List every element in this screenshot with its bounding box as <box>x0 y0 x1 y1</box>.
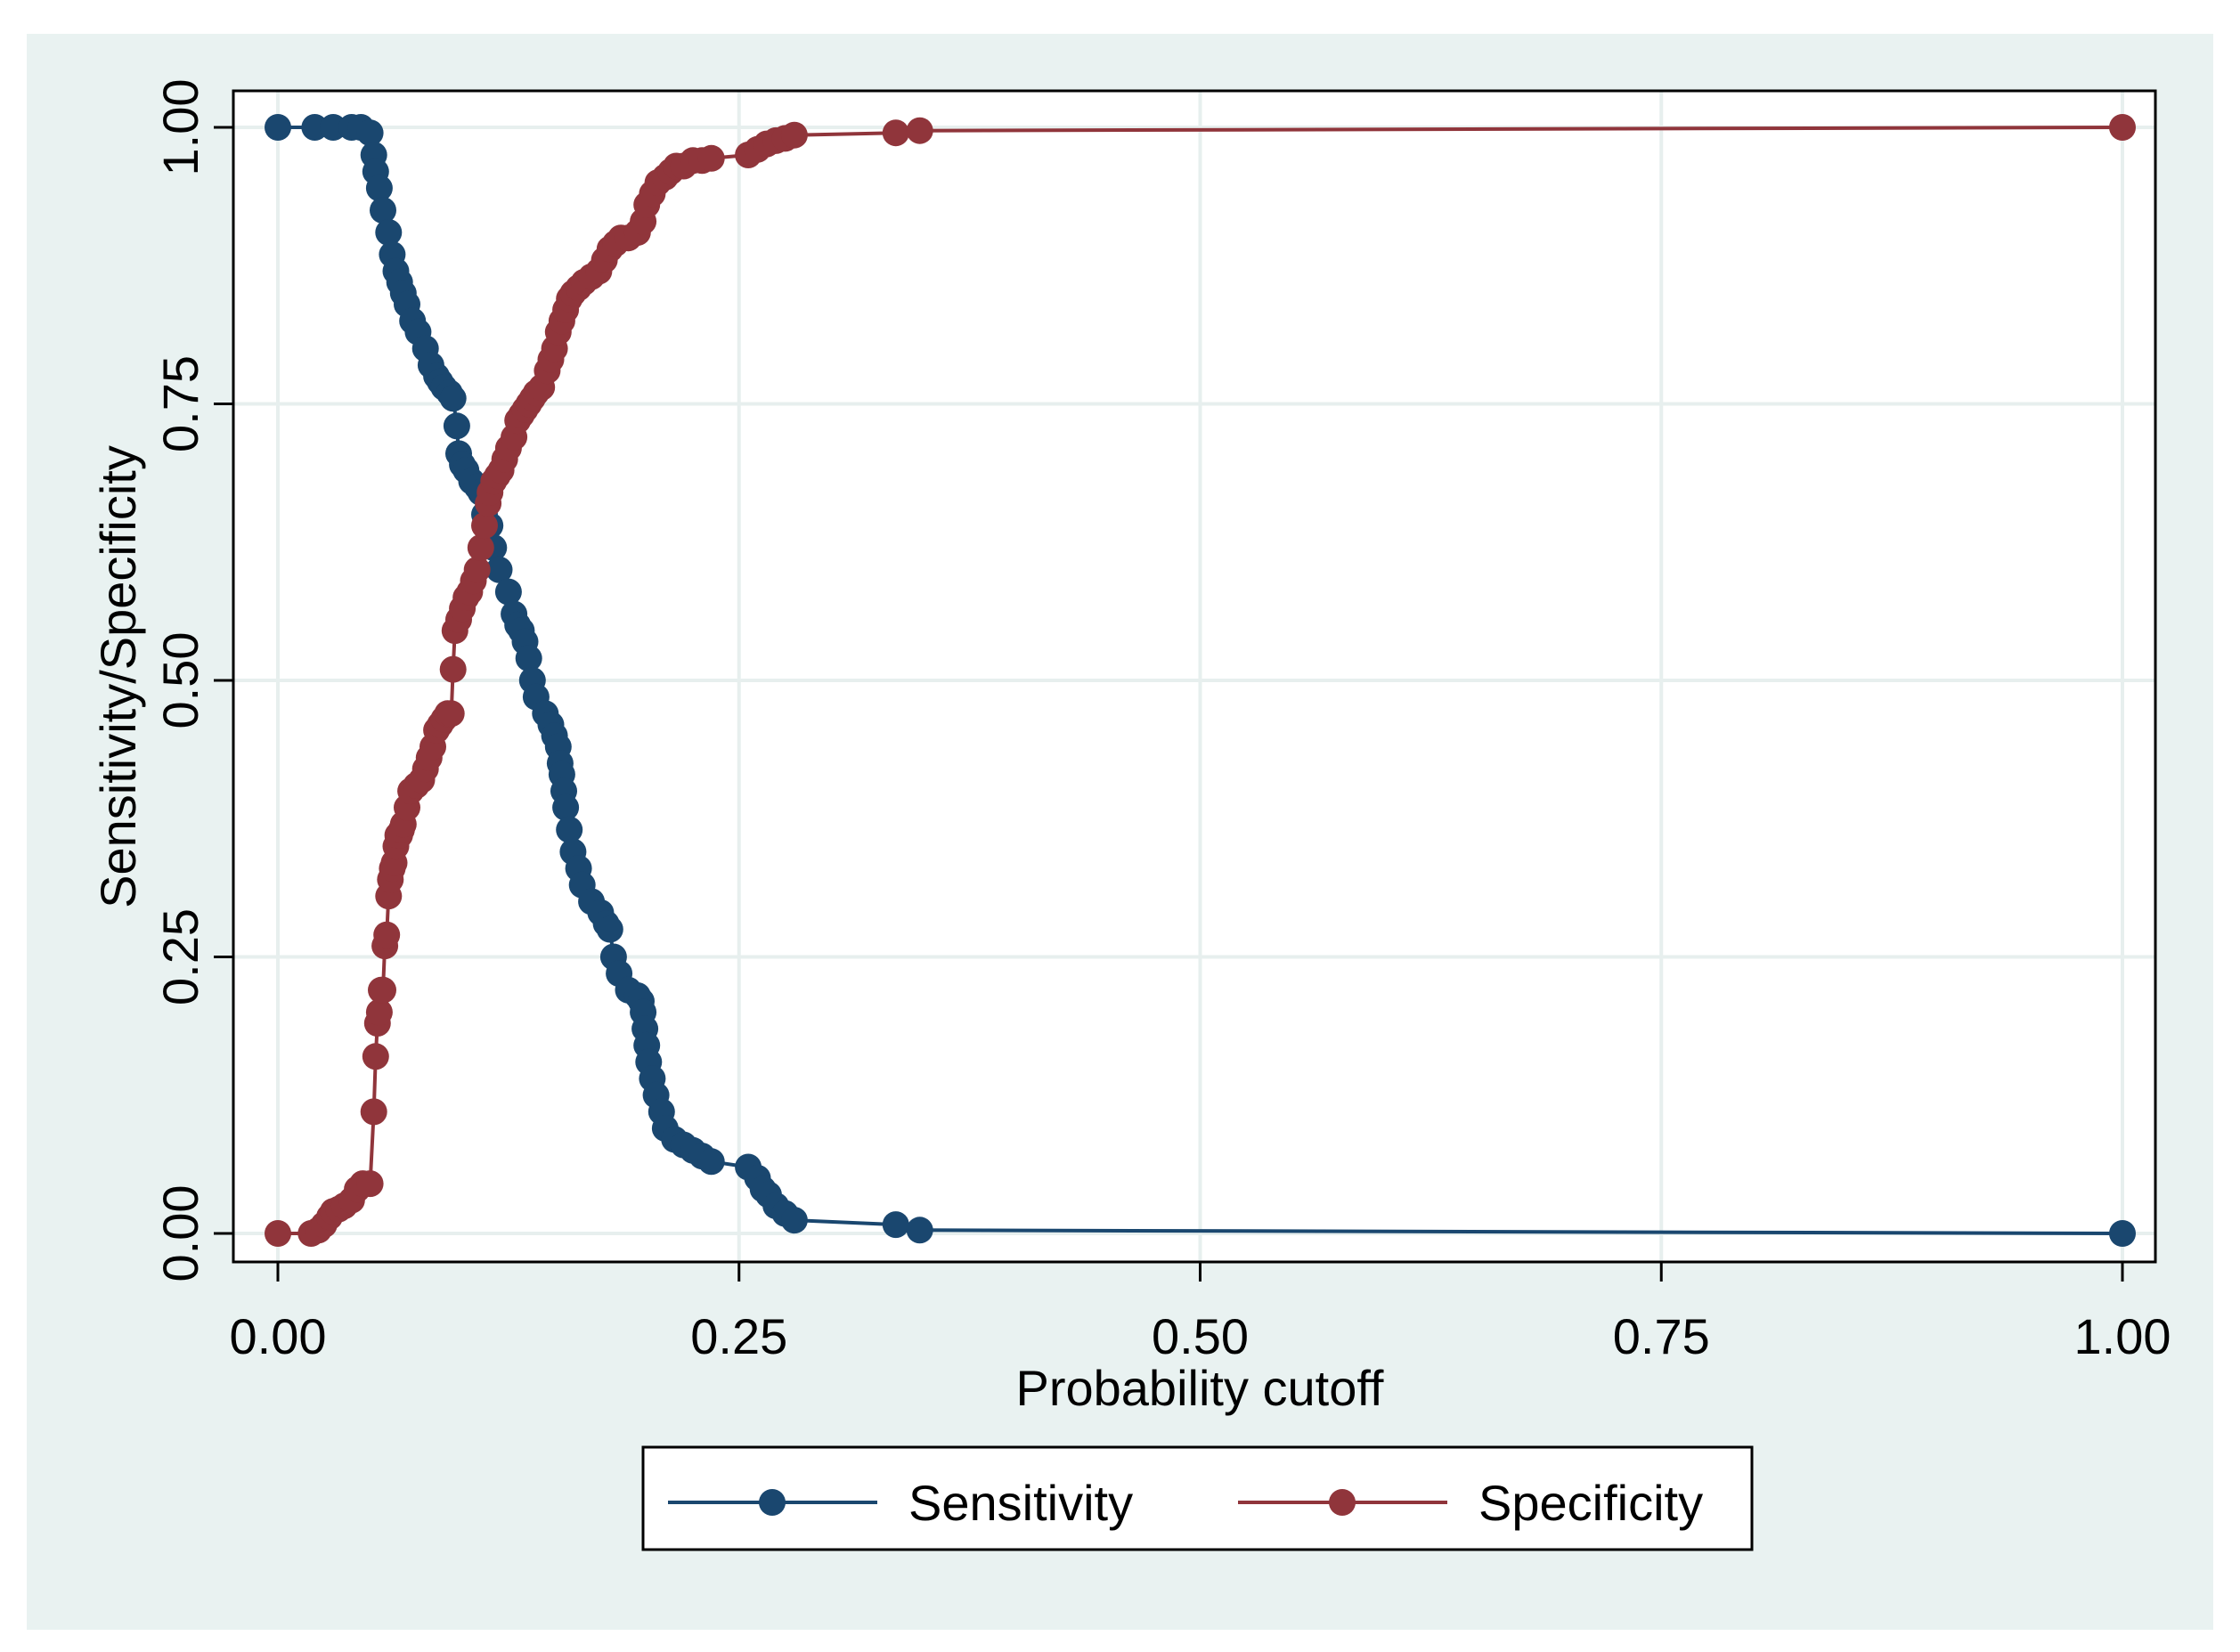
data-point-sensitivity-5 <box>356 119 384 147</box>
data-point-specificity-50 <box>471 512 498 540</box>
plot-border <box>232 89 2157 1264</box>
data-point-sensitivity-1 <box>301 114 329 141</box>
data-point-sensitivity-51 <box>552 793 580 821</box>
data-point-sensitivity-35 <box>485 556 513 583</box>
data-point-specificity-17 <box>370 976 396 1004</box>
data-point-sensitivity-24 <box>439 385 467 412</box>
y-tick-label-0: 0.00 <box>152 1185 208 1282</box>
data-point-sensitivity-10 <box>375 219 403 246</box>
x-tick-label-4: 1.00 <box>2074 1308 2171 1364</box>
data-point-sensitivity-25 <box>443 412 470 440</box>
series-layer <box>265 114 2136 1247</box>
data-point-specificity-48 <box>463 556 491 583</box>
data-point-specificity-41 <box>439 655 467 683</box>
data-point-specificity-40 <box>437 700 465 728</box>
legend-label-sensitivity: Sensitivity <box>908 1475 1133 1531</box>
data-point-sensitivity-52 <box>556 816 583 843</box>
data-point-specificity-15 <box>365 998 393 1026</box>
data-point-sensitivity-2 <box>320 114 347 141</box>
data-point-sensitivity-87 <box>2109 1220 2136 1247</box>
data-point-specificity-19 <box>373 921 401 948</box>
data-point-specificity-101 <box>882 119 909 147</box>
data-point-sensitivity-84 <box>780 1207 808 1234</box>
legend-marker-specificity <box>1329 1489 1356 1516</box>
data-point-specificity-13 <box>362 1043 389 1070</box>
data-point-sensitivity-41 <box>515 645 542 672</box>
plot-area <box>233 91 2155 1262</box>
data-point-specificity-49 <box>467 534 494 561</box>
data-point-specificity-11 <box>356 1170 384 1198</box>
x-tick-label-2: 0.50 <box>1152 1308 1249 1364</box>
data-point-specificity-12 <box>360 1098 387 1126</box>
data-point-specificity-103 <box>2109 114 2136 141</box>
data-point-specificity-0 <box>265 1220 291 1247</box>
y-tick-label-3: 0.75 <box>152 355 208 452</box>
legend-box <box>641 1445 1754 1551</box>
data-point-sensitivity-59 <box>596 916 623 943</box>
data-point-sensitivity-85 <box>882 1211 909 1239</box>
x-tick-label-3: 0.75 <box>1613 1308 1710 1364</box>
legend: Sensitivity Specificity <box>641 1445 1754 1551</box>
data-point-sensitivity-86 <box>906 1217 933 1244</box>
data-point-sensitivity-0 <box>265 114 291 141</box>
data-point-specificity-100 <box>780 121 808 149</box>
data-point-specificity-94 <box>697 144 725 172</box>
x-axis-title: Probability cutoff <box>1016 1360 1384 1416</box>
data-point-sensitivity-9 <box>370 197 396 224</box>
x-tick-label-1: 0.25 <box>690 1308 787 1364</box>
data-point-specificity-102 <box>906 117 933 144</box>
data-point-sensitivity-8 <box>365 175 393 202</box>
series-markers-specificity <box>265 114 2136 1247</box>
legend-marker-sensitivity <box>759 1489 786 1516</box>
y-tick-label-1: 0.25 <box>152 908 208 1005</box>
y-tick-label-2: 0.50 <box>152 632 208 729</box>
y-axis-title: Sensitivity/Specificity <box>90 445 146 908</box>
legend-label-specificity: Specificity <box>1478 1475 1703 1531</box>
data-point-sensitivity-36 <box>494 578 522 606</box>
data-point-sensitivity-77 <box>697 1148 725 1176</box>
x-tick-label-0: 0.00 <box>230 1308 327 1364</box>
tick-layer: 0.00 0.25 0.50 0.75 1.00 0.00 0.25 0.50 0.75 1.00 <box>152 79 2171 1365</box>
y-tick-label-4: 1.00 <box>152 79 208 176</box>
grid-layer <box>233 91 2155 1262</box>
